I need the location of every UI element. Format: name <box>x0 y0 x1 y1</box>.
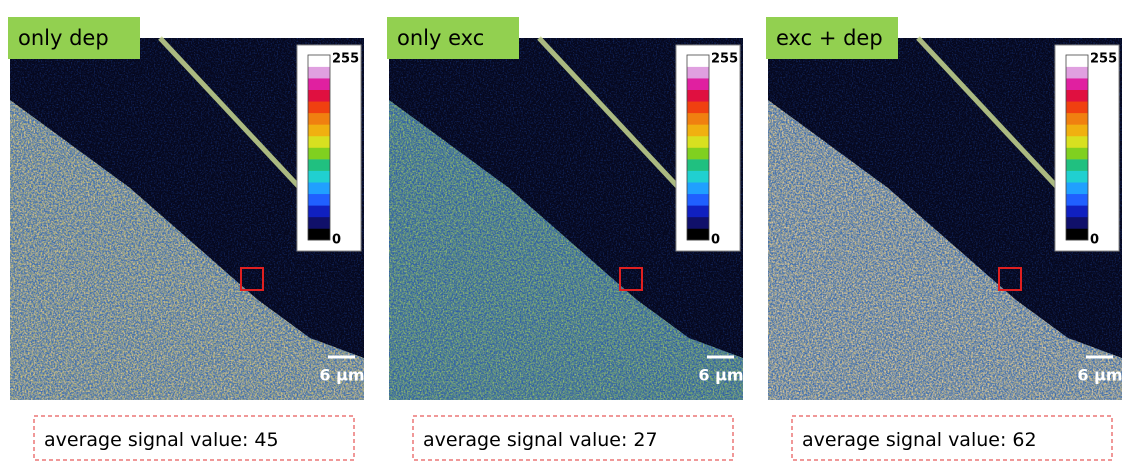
colorbar-swatch <box>308 159 330 171</box>
colorbar-swatch <box>687 89 709 102</box>
panel-label: only exc <box>397 26 484 50</box>
colorbar-swatch <box>308 112 330 125</box>
caption: average signal value: 45 <box>44 429 279 451</box>
fiber-edge <box>537 36 681 190</box>
colorbar-swatch <box>1066 228 1088 241</box>
colorbar-swatch <box>1066 182 1088 195</box>
colorbar-swatch <box>687 147 709 160</box>
fiber-edge <box>158 36 302 190</box>
colorbar-swatch <box>1066 205 1088 218</box>
colorbar-swatch <box>308 193 330 206</box>
colorbar-swatch <box>687 55 709 67</box>
panel: exc + dep 255 0 6 µm average signal value: 62 <box>766 17 1123 461</box>
colorbar-swatch <box>308 182 330 195</box>
colorbar-swatch <box>1066 89 1088 102</box>
colorbar-swatch <box>687 170 709 183</box>
panel-label-bg <box>8 17 140 59</box>
roi-box <box>998 267 1022 291</box>
colorbar-swatch <box>308 55 330 67</box>
colorbar-swatch <box>687 135 709 148</box>
colorbar-swatch <box>1066 170 1088 183</box>
colorbar-swatch <box>1066 78 1088 90</box>
colorbar-max: 255 <box>711 52 738 67</box>
colorbar-swatch <box>687 112 709 125</box>
colorbar-swatch <box>1066 101 1088 114</box>
colorbar-swatch <box>308 89 330 102</box>
colorbar-swatch <box>1066 193 1088 206</box>
colorbar-swatch <box>687 78 709 90</box>
colorbar-swatch <box>308 101 330 114</box>
colorbar-min: 0 <box>711 233 720 248</box>
tissue-highlight <box>768 100 1122 400</box>
caption-value: 45 <box>254 429 278 451</box>
caption-text: average signal value: <box>423 429 627 451</box>
caption-text: average signal value: <box>802 429 1006 451</box>
colorbar-swatch <box>687 182 709 195</box>
scale-bar-label: 6 µm <box>319 366 364 385</box>
colorbar-swatch <box>1066 55 1088 67</box>
colorbar-swatch <box>1066 124 1088 137</box>
colorbar-swatch <box>1066 112 1088 125</box>
caption-value: 27 <box>633 429 657 451</box>
panel: only exc 255 0 6 µm average signal value: 27 <box>387 17 744 461</box>
colorbar-swatch <box>1066 66 1088 79</box>
colorbar-swatch <box>308 147 330 160</box>
colorbar-outline <box>686 54 710 241</box>
colorbar-swatch <box>308 228 330 241</box>
colorbar-outline <box>307 54 331 241</box>
colorbar-swatch <box>308 216 330 229</box>
panel-label-bg <box>766 17 898 59</box>
colorbar-swatch <box>687 228 709 241</box>
caption: average signal value: 62 <box>802 429 1037 451</box>
scale-bar-label: 6 µm <box>1077 366 1122 385</box>
colorbar-swatch <box>308 66 330 79</box>
tissue-highlight <box>10 100 364 400</box>
colorbar-swatch <box>687 216 709 229</box>
colorbar-swatch <box>308 135 330 148</box>
colorbar-swatch <box>1066 159 1088 171</box>
caption: average signal value: 27 <box>423 429 658 451</box>
colorbar-swatch <box>308 78 330 90</box>
colorbar-swatch <box>687 101 709 114</box>
colorbar-swatch <box>1066 135 1088 148</box>
caption-value: 62 <box>1012 429 1036 451</box>
panel: only dep 255 0 6 µm average signal value: 45 <box>8 17 365 461</box>
colorbar-swatch <box>308 205 330 218</box>
tissue-highlight <box>389 100 743 400</box>
caption-text: average signal value: <box>44 429 248 451</box>
colorbar-max: 255 <box>332 52 359 67</box>
colorbar-max: 255 <box>1090 52 1117 67</box>
colorbar-swatch <box>687 66 709 79</box>
colorbar-swatch <box>308 170 330 183</box>
panel-label-bg <box>387 17 519 59</box>
roi-box <box>240 267 264 291</box>
fiber-edge <box>916 36 1060 190</box>
scale-bar-label: 6 µm <box>698 366 743 385</box>
colorbar-swatch <box>1066 216 1088 229</box>
colorbar-swatch <box>687 159 709 171</box>
colorbar-swatch <box>308 124 330 137</box>
colorbar-swatch <box>687 124 709 137</box>
colorbar-swatch <box>1066 147 1088 160</box>
panel-label: only dep <box>18 26 109 50</box>
colorbar-outline <box>1065 54 1089 241</box>
colorbar-swatch <box>687 205 709 218</box>
colorbar-min: 0 <box>1090 233 1099 248</box>
roi-box <box>619 267 643 291</box>
panel-label: exc + dep <box>776 26 883 50</box>
colorbar-swatch <box>687 193 709 206</box>
colorbar-min: 0 <box>332 233 341 248</box>
